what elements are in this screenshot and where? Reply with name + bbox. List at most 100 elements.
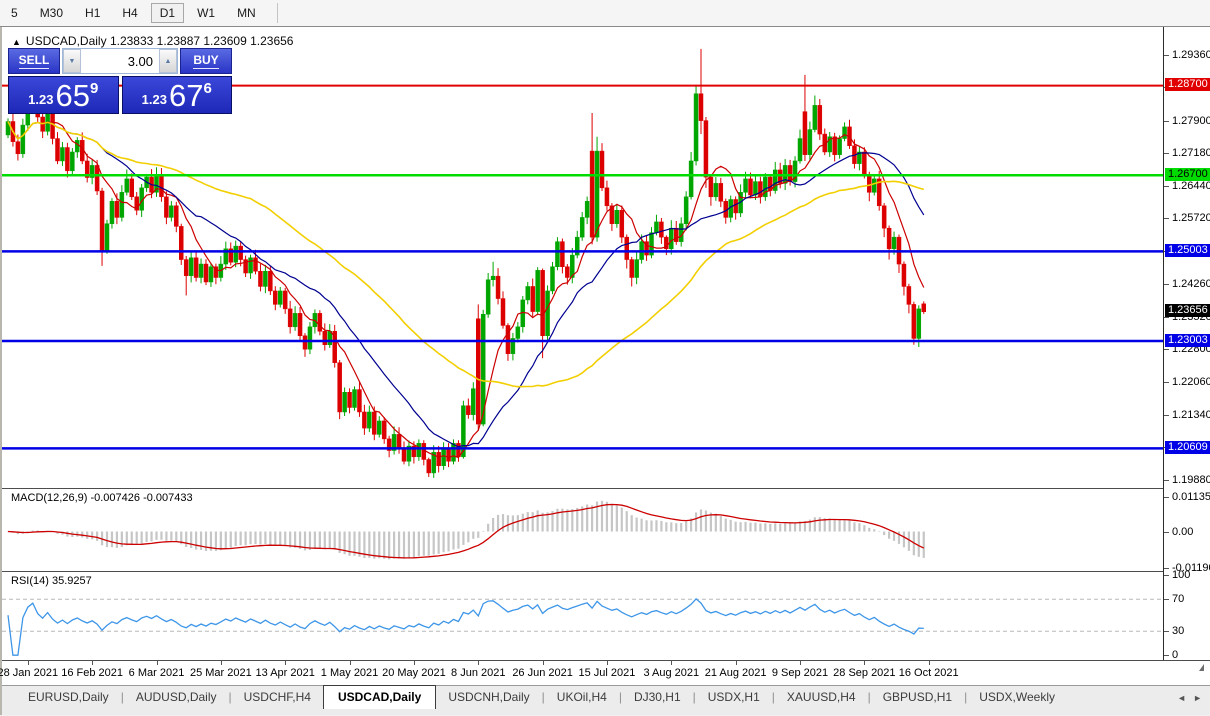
tab-ukoil-h4[interactable]: UKOil,H4 [556, 690, 607, 704]
rsi-axis-tick: 30 [1172, 625, 1185, 638]
price-axis-tick: 1.22060 [1172, 376, 1210, 389]
tab-eurusd-daily[interactable]: EURUSD,Daily [28, 690, 109, 704]
volume-increase-button[interactable]: ▲ [159, 49, 177, 73]
date-axis-label: 8 Jun 2021 [451, 667, 506, 679]
date-axis-label: 28 Sep 2021 [833, 667, 896, 679]
price-chart-canvas[interactable] [2, 28, 1163, 488]
date-axis-tick-mark [478, 661, 480, 665]
tab-usdcad-daily[interactable]: USDCAD,Daily [322, 685, 437, 709]
rsi-axis-tick-mark [1164, 655, 1169, 657]
panel-separator[interactable] [2, 488, 1210, 489]
buy-price-big: 67 [168, 78, 204, 113]
rsi-axis-tick: 100 [1172, 569, 1191, 582]
price-axis[interactable]: 1.293601.286401.279001.271801.264401.257… [1163, 27, 1210, 661]
date-axis-tick-mark [413, 661, 415, 665]
date-axis-tick-mark [92, 661, 94, 665]
rsi-indicator-panel[interactable]: RSI(14) 35.9257 [2, 572, 1163, 660]
chart-ohlc-label: 1.23833 1.23887 1.23609 1.23656 [109, 34, 294, 48]
volume-box: ▼ 3.00 ▲ [62, 48, 178, 74]
timeframe-w1[interactable]: W1 [197, 6, 216, 20]
volume-decrease-button[interactable]: ▼ [63, 49, 81, 73]
buy-price-box[interactable]: 1.23 67 6 [121, 76, 232, 114]
date-axis-tick-mark [800, 661, 801, 665]
collapse-trade-panel-icon[interactable]: ▲ [12, 37, 21, 47]
hline-price-badge[interactable]: 1.25003 [1165, 243, 1210, 257]
timeframe-m30[interactable]: M30 [39, 6, 64, 20]
rsi-axis-tick-mark [1164, 599, 1169, 601]
timeframe-h1[interactable]: H1 [85, 6, 101, 20]
tab-separator: | [228, 690, 232, 704]
date-axis-tick-mark [156, 661, 158, 665]
date-axis-tick-mark [928, 661, 930, 665]
spin-down-icon: ▼ [68, 57, 76, 65]
hline-price-badge[interactable]: 1.20609 [1165, 440, 1210, 454]
macd-axis-tick-mark [1164, 531, 1169, 533]
tab-separator: | [771, 690, 775, 704]
tab-xauusd-h4[interactable]: XAUUSD,H4 [786, 690, 856, 704]
buy-button[interactable]: BUY [180, 48, 232, 74]
price-axis-tick: 1.27900 [1172, 114, 1210, 127]
price-chart-panel[interactable]: ▲ USDCAD,Daily 1.23833 1.23887 1.23609 1.… [2, 28, 1163, 488]
tab-dj30-h1[interactable]: DJ30,H1 [633, 690, 681, 704]
hline-price-badge[interactable]: 1.28700 [1165, 78, 1210, 92]
price-axis-tick: 1.25720 [1172, 212, 1210, 225]
chart-tab-bar: EURUSD,Daily | AUDUSD,Daily | USDCHF,H4 USDCA… [2, 685, 1210, 715]
date-axis-label: 15 Jul 2021 [578, 667, 636, 679]
price-axis-tick-mark [1164, 349, 1169, 351]
date-axis-label: 28 Jan 2021 [0, 667, 59, 679]
date-axis-label: 25 Mar 2021 [189, 667, 252, 679]
tab-usdcnh-daily[interactable]: USDCNH,Daily [448, 690, 530, 704]
tab-scroll-buttons: ◄ ► [1177, 693, 1202, 703]
macd-signal-line [7, 503, 925, 559]
rsi-axis-tick: 70 [1172, 593, 1185, 606]
tab-usdchf-h4[interactable]: USDCHF,H4 [243, 690, 311, 704]
tab-separator: | [541, 690, 545, 704]
volume-input[interactable]: 3.00 [127, 54, 153, 69]
date-axis-tick-mark [27, 661, 29, 665]
price-axis-tick: 1.27180 [1172, 146, 1210, 159]
date-axis-tick-mark [542, 661, 544, 665]
price-axis-tick-mark [1164, 120, 1169, 122]
date-axis-label: 13 Apr 2021 [255, 667, 315, 679]
tab-scroll-right-icon[interactable]: ► [1193, 693, 1202, 703]
tab-audusd-daily[interactable]: AUDUSD,Daily [135, 690, 217, 704]
timeframe-d1[interactable]: D1 [150, 3, 185, 23]
macd-indicator-panel[interactable]: MACD(12,26,9) -0.007426 -0.007433 [2, 489, 1163, 571]
sell-price-box[interactable]: 1.23 65 9 [8, 76, 119, 114]
price-axis-tick-mark [1164, 414, 1169, 416]
horizontal-lines [2, 84, 1163, 450]
price-axis-tick-mark [1164, 382, 1169, 384]
chart-title: ▲ USDCAD,Daily 1.23833 1.23887 1.23609 1.… [12, 34, 293, 48]
date-axis-label: 21 Aug 2021 [704, 667, 767, 679]
sell-price-sup: 9 [89, 80, 99, 97]
buy-price-prefix: 1.23 [141, 92, 167, 107]
date-axis-label: 3 Aug 2021 [643, 667, 700, 679]
macd-axis-tick: 0.01135 [1172, 490, 1210, 503]
timeframe-h4[interactable]: H4 [122, 6, 138, 20]
tab-separator: | [867, 690, 871, 704]
rsi-canvas [2, 597, 1163, 656]
date-axis-tick-mark [671, 661, 673, 665]
panel-separator [2, 660, 1210, 661]
date-axis-tick-mark [606, 661, 608, 665]
price-axis-tick-mark [1164, 152, 1169, 154]
macd-canvas [6, 500, 925, 560]
date-axis-label: 26 Jun 2021 [512, 667, 573, 679]
sell-button[interactable]: SELL [8, 48, 60, 74]
tab-gbpusd-h1[interactable]: GBPUSD,H1 [882, 690, 953, 704]
date-axis[interactable]: 28 Jan 2021 16 Feb 2021 6 Mar 2021 25 Mar 2… [0, 661, 1210, 685]
tab-usdx-h1[interactable]: USDX,H1 [707, 690, 760, 704]
timeframe-mn[interactable]: MN [237, 6, 256, 20]
hline-price-badge[interactable]: 1.23003 [1165, 333, 1210, 347]
price-axis-tick-mark [1164, 480, 1169, 481]
tab-usdx-weekly[interactable]: USDX,Weekly [979, 690, 1055, 704]
moving-average-medium [7, 121, 925, 448]
price-axis-tick-mark [1164, 218, 1169, 220]
current-price-badge[interactable]: 1.23656 [1165, 304, 1210, 318]
tab-scroll-left-icon[interactable]: ◄ [1177, 693, 1187, 703]
chart-shift-icon[interactable] [1199, 664, 1204, 671]
hline-price-badge[interactable]: 1.26700 [1165, 167, 1210, 181]
panel-separator[interactable] [2, 571, 1210, 572]
timeframe-5[interactable]: 5 [11, 6, 18, 20]
chart-symbol-label: USDCAD,Daily [25, 34, 107, 48]
